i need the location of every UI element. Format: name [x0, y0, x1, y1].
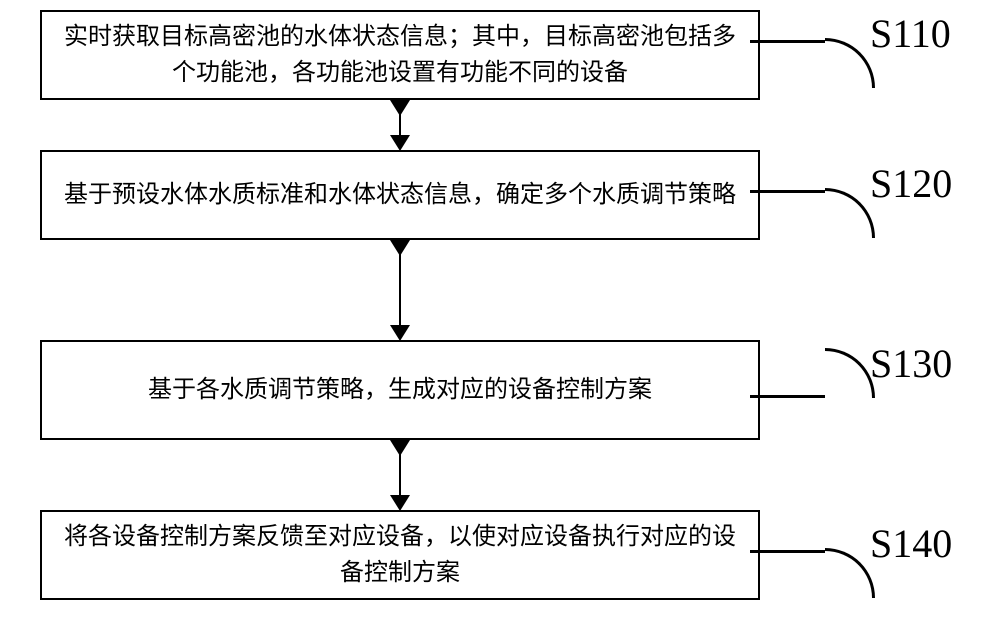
connector-curve [825, 348, 875, 398]
connector-curve [825, 188, 875, 238]
flow-step-text: 基于预设水体水质标准和水体状态信息，确定多个水质调节策略 [64, 177, 736, 213]
flow-step-text: 将各设备控制方案反馈至对应设备，以使对应设备执行对应的设备控制方案 [62, 519, 738, 591]
step-label: S120 [870, 160, 952, 207]
connector-line [750, 550, 825, 553]
connector-line [750, 190, 825, 193]
flow-step-box: 实时获取目标高密池的水体状态信息；其中，目标高密池包括多个功能池，各功能池设置有… [40, 10, 760, 100]
flow-step-text: 基于各水质调节策略，生成对应的设备控制方案 [148, 372, 652, 408]
connector-curve [825, 548, 875, 598]
flow-step-box: 基于预设水体水质标准和水体状态信息，确定多个水质调节策略 [40, 150, 760, 240]
connector-line [750, 40, 825, 43]
connector-curve [825, 38, 875, 88]
flowchart-container: 实时获取目标高密池的水体状态信息；其中，目标高密池包括多个功能池，各功能池设置有… [20, 10, 780, 600]
connector-line [750, 395, 825, 398]
step-label: S140 [870, 520, 952, 567]
step-label: S110 [870, 10, 951, 57]
flow-step-box: 基于各水质调节策略，生成对应的设备控制方案 [40, 340, 760, 440]
flow-step-text: 实时获取目标高密池的水体状态信息；其中，目标高密池包括多个功能池，各功能池设置有… [62, 19, 738, 91]
step-label: S130 [870, 340, 952, 387]
flow-step-box: 将各设备控制方案反馈至对应设备，以使对应设备执行对应的设备控制方案 [40, 510, 760, 600]
